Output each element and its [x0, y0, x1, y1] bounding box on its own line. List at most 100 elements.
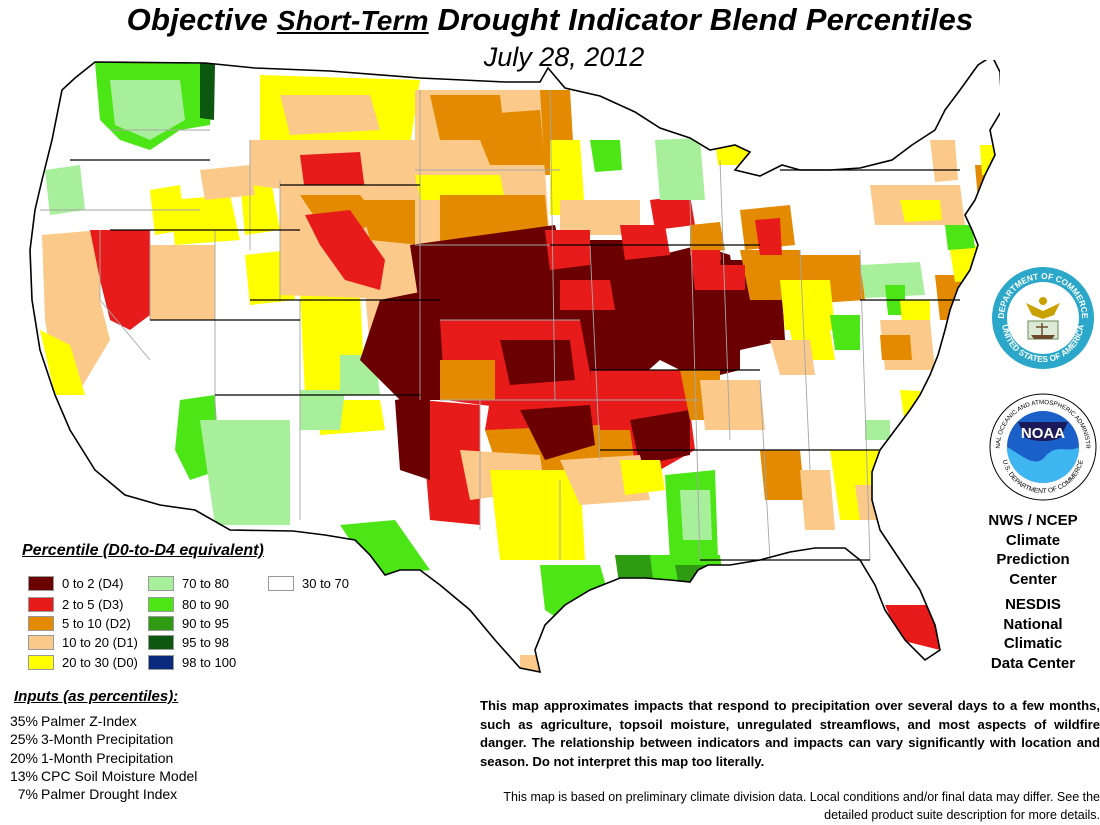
region-95-98 — [200, 63, 215, 120]
noaa-logo: NATIONAL OCEANIC AND ATMOSPHERIC ADMINIS… — [988, 392, 1097, 501]
legend-item-d4: 0 to 2 (D4) — [28, 575, 123, 591]
drought-map — [29, 60, 1000, 673]
region-70-80 — [110, 80, 185, 140]
region-10-20 — [930, 140, 958, 182]
region-5-10 — [880, 335, 912, 360]
legend-swatch — [28, 575, 54, 591]
region-2-5 — [420, 400, 480, 525]
legend-swatch — [28, 615, 54, 631]
region-20-30 — [900, 300, 930, 325]
legend-swatch — [268, 575, 294, 591]
legend-swatch — [148, 654, 174, 670]
legend-swatch — [28, 654, 54, 670]
region-20-30 — [900, 200, 942, 222]
region-20-30 — [780, 280, 835, 330]
legend-item-30-70: 30 to 70 — [268, 575, 349, 591]
impact-note: This map approximates impacts that respo… — [480, 698, 1100, 769]
legend-item-95-98: 95 to 98 — [148, 634, 229, 650]
region-10-20 — [560, 200, 640, 235]
legend-swatch — [148, 596, 174, 612]
legend-label: 5 to 10 (D2) — [62, 615, 131, 631]
legend-label: 95 to 98 — [182, 634, 229, 650]
region-10-20 — [280, 95, 380, 135]
title-prefix: Objective — [126, 2, 269, 37]
region-2-5 — [650, 195, 695, 230]
region-0-2 — [500, 340, 575, 385]
legend-item-d2: 5 to 10 (D2) — [28, 615, 131, 631]
legend-label: 10 to 20 (D1) — [62, 634, 138, 650]
legend-swatch — [148, 615, 174, 631]
input-item: 20% 1-Month Precipitation — [9, 749, 174, 766]
state-borders — [40, 89, 871, 561]
legend-label: 90 to 95 — [182, 615, 229, 631]
division-boundaries — [70, 159, 960, 561]
region-70-80 — [680, 490, 712, 540]
region-5-10 — [360, 200, 420, 245]
legend-item-d0: 20 to 30 (D0) — [28, 654, 138, 670]
legend-item-d1: 10 to 20 (D1) — [28, 634, 138, 650]
region-20-30 — [490, 470, 585, 560]
region-10-20 — [200, 165, 255, 200]
legend-swatch — [28, 596, 54, 612]
region-0-2 — [410, 225, 740, 400]
region-70-80 — [200, 420, 290, 525]
legend-swatch — [148, 634, 174, 650]
region-70-80 — [865, 420, 890, 440]
map-title: Objective Short-Term Drought Indicator B… — [0, 2, 1100, 38]
region-10-20 — [855, 485, 885, 520]
region-0-2 — [630, 410, 690, 465]
legend-label: 2 to 5 (D3) — [62, 596, 124, 612]
title-suffix: Drought Indicator Blend Percentiles — [437, 2, 974, 37]
region-2-5 — [590, 370, 700, 420]
region-2-5 — [90, 230, 150, 330]
commerce-seal-logo: DEPARTMENT OF COMMERCE UNITED STATES OF … — [992, 267, 1094, 369]
region-5-10 — [760, 450, 805, 500]
region-70-80 — [860, 262, 925, 298]
data-disclaimer: This map is based on preliminary climate… — [503, 790, 1100, 822]
legend-label: 70 to 80 — [182, 575, 229, 591]
region-80-90 — [340, 520, 430, 575]
region-70-80 — [300, 390, 345, 430]
inputs-list: 35% Palmer Z-Index 25% 3-Month Precipitati… — [0, 712, 197, 803]
legend-title: Percentile (D0-to-D4 equivalent) — [22, 542, 264, 559]
region-80-90 — [540, 565, 610, 620]
region-80-90 — [945, 225, 975, 250]
region-0-2 — [360, 290, 450, 400]
region-5-10 — [690, 222, 725, 255]
region-20-30 — [715, 140, 762, 165]
region-80-90 — [830, 315, 860, 350]
region-20-30 — [620, 460, 665, 495]
region-20-30 — [550, 140, 585, 215]
legend-swatch — [148, 575, 174, 591]
region-20-30 — [900, 390, 945, 430]
map-date: July 28, 2012 — [483, 42, 645, 72]
region-5-10 — [470, 110, 545, 165]
region-5-10 — [440, 360, 495, 400]
nesdis-label: NESDIS National Climatic Data Center — [990, 596, 1076, 672]
region-20-30 — [40, 330, 85, 395]
svg-text:NOAA: NOAA — [1021, 425, 1065, 442]
region-10-20 — [770, 340, 815, 375]
region-2-5 — [690, 250, 725, 290]
input-item: 13% CPC Soil Moisture Model — [9, 767, 198, 784]
region-2-5 — [755, 218, 782, 255]
region-2-5 — [545, 230, 590, 270]
region-20-30 — [415, 175, 505, 200]
legend-label: 0 to 2 (D4) — [62, 575, 124, 591]
region-0-2 — [520, 405, 595, 460]
region-20-30 — [950, 245, 978, 282]
title-emphasis: Short-Term — [276, 5, 429, 36]
region-0-2 — [395, 395, 430, 480]
legend-item-90-95: 90 to 95 — [148, 615, 229, 631]
region-80-90 — [590, 140, 622, 172]
nws-ncep-label: NWS / NCEP Climate Prediction Center — [988, 512, 1078, 588]
legend-label: 98 to 100 — [182, 654, 237, 670]
region-2-5 — [620, 225, 670, 260]
legend-swatch — [28, 634, 54, 650]
region-2-5 — [300, 152, 365, 192]
region-10-20 — [150, 245, 215, 320]
input-item: 35% Palmer Z-Index — [9, 713, 137, 729]
region-90-95 — [675, 565, 712, 592]
region-10-20 — [700, 380, 765, 430]
legend-label: 30 to 70 — [302, 575, 349, 591]
